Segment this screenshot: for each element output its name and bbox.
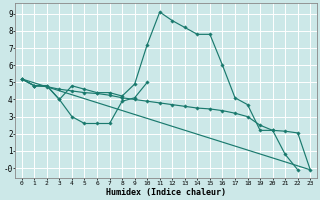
X-axis label: Humidex (Indice chaleur): Humidex (Indice chaleur) bbox=[106, 188, 226, 197]
